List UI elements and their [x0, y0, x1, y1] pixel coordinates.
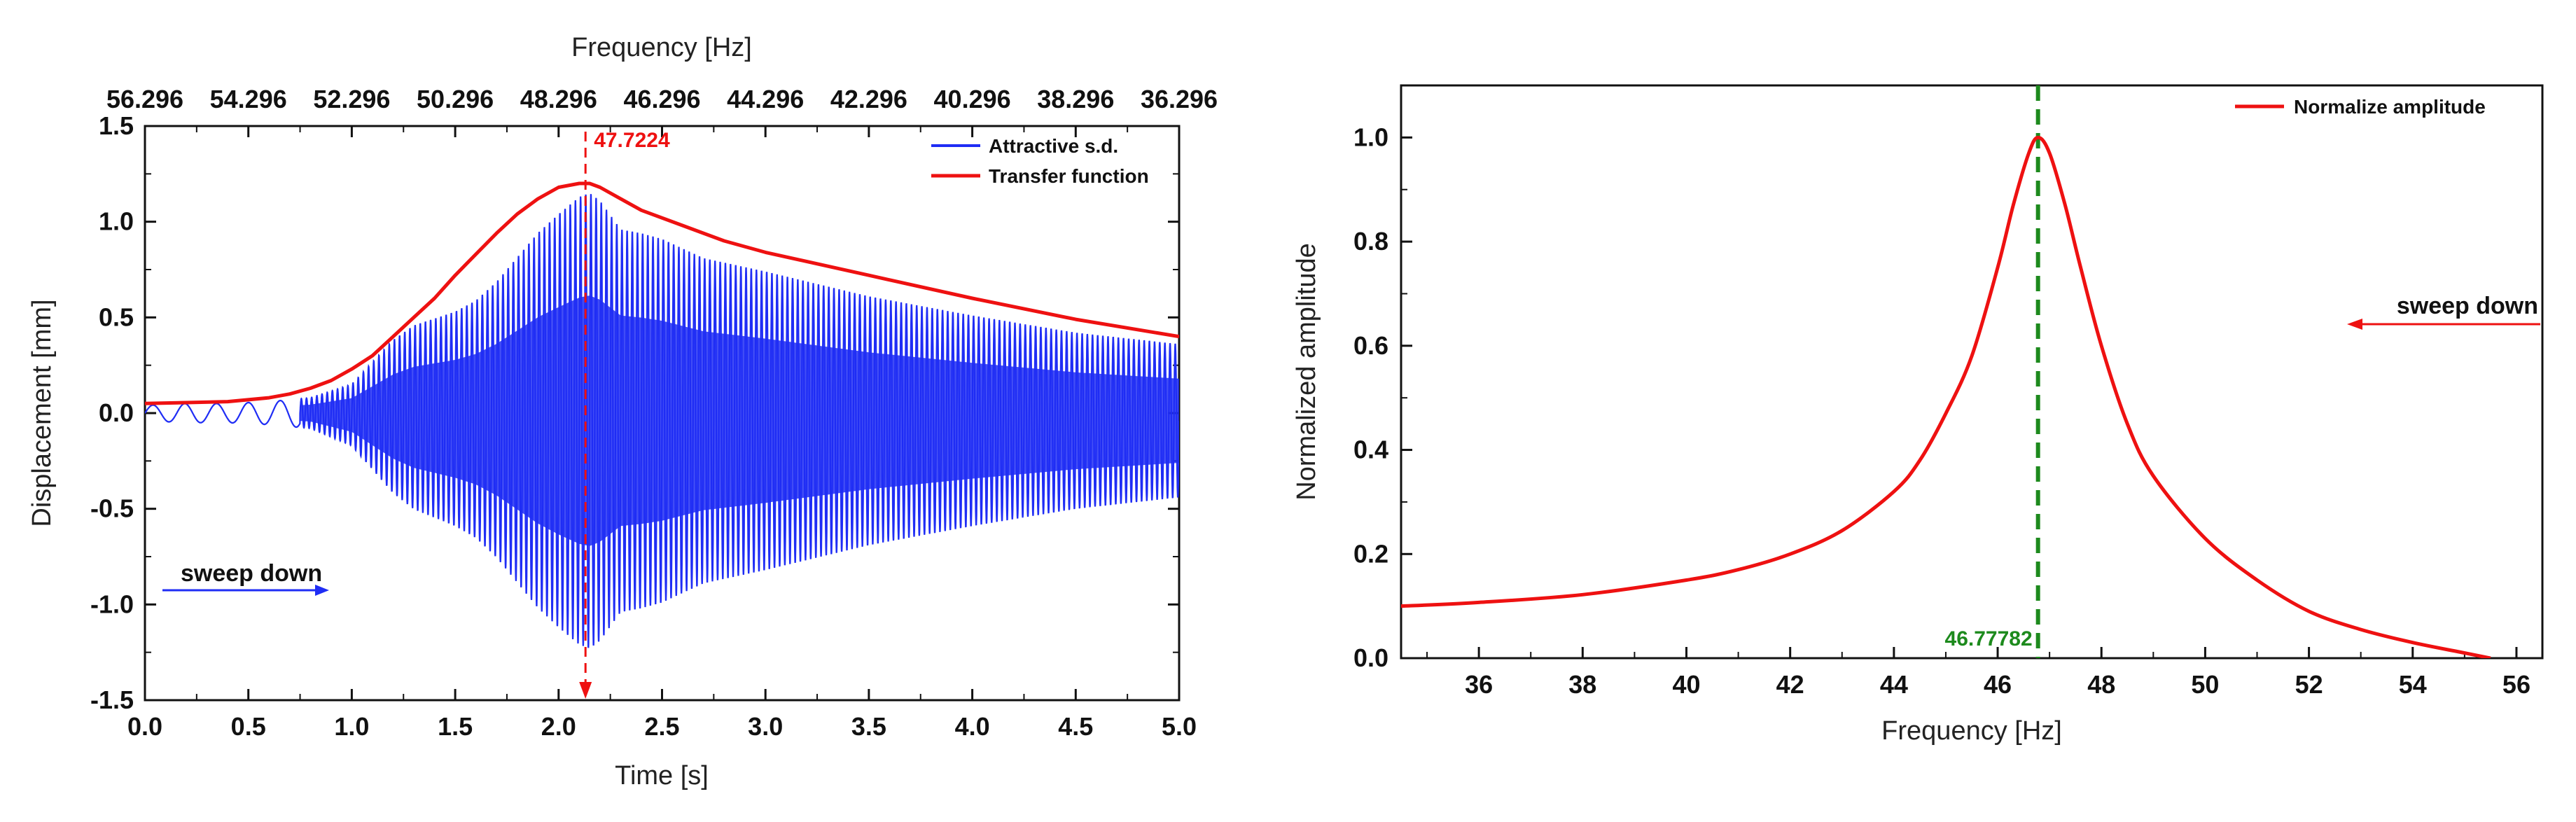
- x-tick-label: 52: [2295, 670, 2323, 699]
- x-tick-label: 40: [1672, 670, 1700, 699]
- top-x-tick-label: 48.296: [520, 85, 597, 113]
- signal-core-band: [300, 295, 1179, 546]
- top-x-tick-label: 44.296: [727, 85, 804, 113]
- x-tick-label: 0.0: [127, 712, 162, 741]
- sweep-annotation: sweep down: [2347, 293, 2540, 330]
- y-tick-label: 0.0: [99, 398, 134, 427]
- top-x-tick-label: 36.296: [1141, 85, 1218, 113]
- y-tick-label: -1.5: [90, 685, 134, 714]
- plot-frame: [1400, 84, 2544, 660]
- x-tick-label: 44: [1880, 670, 1908, 699]
- sweep-down-label: sweep down: [181, 560, 322, 587]
- x-tick-label: 1.5: [438, 712, 473, 741]
- top-x-tick-labels: 56.296 54.296 52.296 50.296 48.296 46.296 44.2…: [106, 85, 1218, 113]
- x-axis-title: Frequency [Hz]: [1881, 716, 2062, 746]
- y-tick-label: -0.5: [90, 494, 134, 523]
- legend: Normalize amplitude: [2235, 96, 2486, 118]
- x-tick-label: 48: [2087, 670, 2115, 699]
- peak-arrow-head: [579, 682, 592, 699]
- axis-ticks: [1401, 136, 2518, 660]
- x-tick-labels: 0.0 0.5 1.0 1.5 2.0 2.5 3.0 3.5 4.0 4.5 5.0: [127, 712, 1197, 741]
- peak-frequency-label: 46.77782: [1945, 627, 2033, 650]
- normalized-amplitude-series: [1401, 135, 2491, 658]
- x-tick-label: 1.0: [334, 712, 369, 741]
- normalized-amplitude-chart: 46.77782 36 38 40 42 44 46 48 50 52 54 56 0.00.20.…: [1292, 84, 2544, 746]
- y-tick-labels: -1.5 -1.0 -0.5 0.0 0.5 1.0 1.5: [90, 111, 134, 714]
- transfer-function-line: [145, 181, 1179, 405]
- y-tick-label: 0.2: [1353, 539, 1388, 568]
- time-domain-chart: 47.7224 0.0 0.5 1.0 1.5 2.0 2.5 3.0 3.5 4.0 4.5 5.…: [27, 33, 1218, 790]
- y-tick-label: 0.8: [1353, 227, 1388, 256]
- top-x-tick-label: 56.296: [106, 85, 183, 113]
- y-tick-label: 0.4: [1353, 436, 1388, 464]
- x-tick-label: 36: [1465, 670, 1493, 699]
- transfer-function-series: [145, 181, 1179, 405]
- y-tick-label: 1.0: [1353, 123, 1388, 151]
- x-tick-label: 4.0: [955, 712, 990, 741]
- x-axis-title: Time [s]: [615, 761, 709, 790]
- legend: Attractive s.d. Transfer function: [931, 135, 1149, 187]
- x-tick-labels: 36 38 40 42 44 46 48 50 52 54 56: [1465, 670, 2530, 699]
- top-x-tick-label: 46.296: [623, 85, 700, 113]
- y-tick-label: 0.0: [1353, 643, 1388, 672]
- top-x-tick-label: 42.296: [830, 85, 907, 113]
- sweep-down-label: sweep down: [2397, 293, 2538, 319]
- y-tick-label: 0.6: [1353, 331, 1388, 360]
- x-tick-label: 3.5: [851, 712, 886, 741]
- y-axis-title: Normalized amplitude: [1292, 243, 1321, 501]
- x-tick-label: 5.0: [1162, 712, 1197, 741]
- x-tick-label: 46: [1984, 670, 2012, 699]
- peak-marker: 47.7224: [579, 129, 670, 699]
- x-tick-label: 42: [1776, 670, 1804, 699]
- x-tick-label: 2.0: [541, 712, 576, 741]
- x-tick-label: 4.5: [1058, 712, 1093, 741]
- top-x-tick-label: 54.296: [210, 85, 287, 113]
- y-tick-labels: 0.0 0.2 0.4 0.6 0.8 1.0: [1353, 123, 1388, 672]
- normalized-amplitude-line: [1401, 135, 2491, 658]
- y-tick-label: 0.5: [99, 302, 134, 331]
- x-tick-label: 50: [2191, 670, 2219, 699]
- sweep-annotation: sweep down: [162, 560, 329, 596]
- x-tick-label: 54: [2399, 670, 2427, 699]
- peak-frequency-label: 47.7224: [594, 129, 670, 152]
- legend-label-signal: Attractive s.d.: [989, 135, 1118, 157]
- top-x-tick-label: 50.296: [417, 85, 494, 113]
- x-tick-label: 2.5: [644, 712, 679, 741]
- legend-label-envelope: Transfer function: [989, 165, 1149, 187]
- top-x-tick-label: 38.296: [1037, 85, 1114, 113]
- y-tick-label: 1.5: [99, 111, 134, 140]
- x-tick-label: 0.5: [231, 712, 266, 741]
- x-tick-label: 3.0: [748, 712, 783, 741]
- y-tick-label: 1.0: [99, 207, 134, 236]
- top-x-axis-title: Frequency [Hz]: [571, 33, 752, 62]
- legend-label-normalized: Normalize amplitude: [2294, 96, 2486, 118]
- top-x-tick-label: 40.296: [934, 85, 1011, 113]
- x-tick-label: 38: [1568, 670, 1596, 699]
- y-axis-title: Displacement [mm]: [27, 299, 57, 527]
- x-tick-label: 56: [2502, 670, 2530, 699]
- y-tick-label: -1.0: [90, 590, 134, 618]
- sweep-arrow-head: [2347, 319, 2362, 330]
- top-x-tick-label: 52.296: [313, 85, 390, 113]
- sweep-arrow-head: [315, 585, 329, 596]
- signal-series: [145, 194, 1179, 648]
